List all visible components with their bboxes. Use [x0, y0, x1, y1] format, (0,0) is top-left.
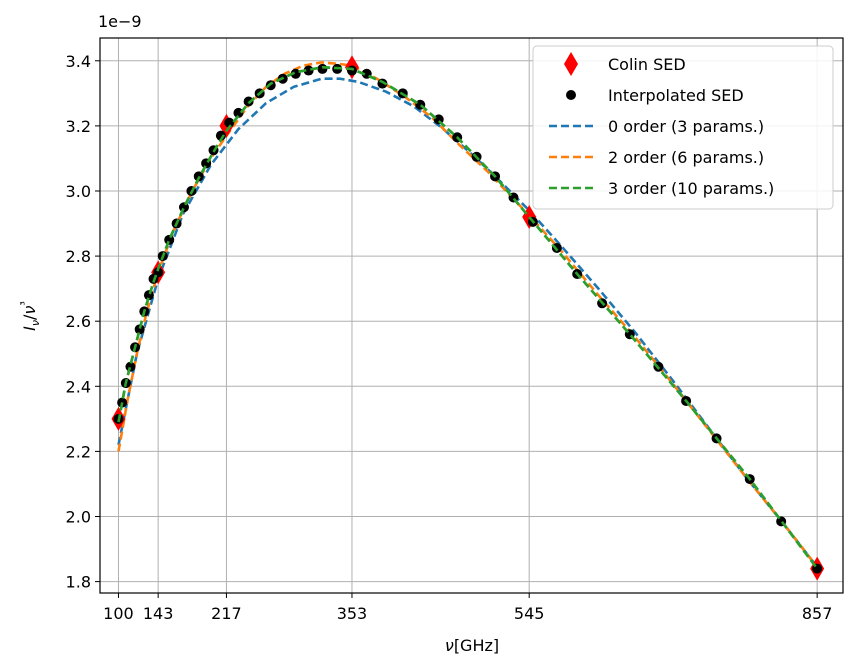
legend-label: 0 order (3 params.) — [608, 117, 764, 136]
y-tick-label: 3.2 — [66, 117, 91, 136]
interpolated-sed-point — [178, 202, 189, 213]
plot-frame — [99, 37, 844, 594]
interpolated-sed-point — [134, 324, 145, 335]
legend-label: Colin SED — [608, 55, 686, 74]
interpolated-sed-point — [290, 68, 301, 79]
interpolated-sed-point — [224, 117, 235, 128]
legend-label: Interpolated SED — [608, 86, 744, 105]
legend-item-colin-sed: Colin SED — [564, 52, 686, 76]
y-offset-text: 1e−9 — [98, 12, 142, 31]
y-axis-ticks: 1.8 2.0 2.2 2.4 2.6 2.8 3.0 3.2 3.4 — [66, 52, 100, 592]
legend-item-0-order-3-params: 0 order (3 params.) — [549, 117, 764, 136]
y-tick-label: 2.0 — [66, 508, 91, 527]
interpolated-sed-point — [303, 65, 314, 76]
legend-item-2-order-6-params: 2 order (6 params.) — [549, 148, 764, 167]
y-tick-label: 2.4 — [66, 377, 91, 396]
interpolated-sed-point — [233, 107, 244, 118]
legend-label: 2 order (6 params.) — [608, 148, 764, 167]
sed-markers — [111, 55, 825, 581]
line-overlay-3-order-10-params — [117, 65, 819, 570]
legend: Colin SED Interpolated SED 0 order (3 para… — [532, 45, 834, 210]
y-tick-label: 3.0 — [66, 182, 91, 201]
legend-item-3-order-10-params: 3 order (10 params.) — [549, 179, 774, 198]
legend-swatch — [564, 52, 578, 76]
y-axis-label: Iν/ν³ — [18, 301, 42, 331]
y-tick-label: 2.6 — [66, 312, 91, 331]
legend-label: 3 order (10 params.) — [608, 179, 774, 198]
legend-swatch — [566, 90, 576, 100]
x-axis-label: ν[GHz] — [445, 636, 499, 655]
x-tick-label: 857 — [802, 604, 833, 623]
y-tick-label: 1.8 — [66, 573, 91, 592]
x-tick-label: 217 — [211, 604, 242, 623]
x-tick-label: 353 — [337, 604, 368, 623]
interpolated-sed-point — [346, 65, 357, 76]
y-tick-label: 3.4 — [66, 52, 91, 71]
line-0-order-3-params — [117, 77, 819, 568]
legend-item-interpolated-sed: Interpolated SED — [566, 86, 744, 105]
interpolated-sed-point — [317, 63, 328, 74]
legend-box — [532, 45, 834, 210]
y-tick-label: 2.8 — [66, 247, 91, 266]
plot-series — [111, 55, 825, 581]
x-tick-label: 545 — [514, 604, 545, 623]
y-tick-label: 2.2 — [66, 442, 91, 461]
interpolated-sed-point — [125, 361, 136, 372]
x-tick-label: 143 — [143, 604, 174, 623]
x-tick-label: 100 — [103, 604, 134, 623]
x-axis-ticks: 100 143 217 353 545 857 — [103, 593, 832, 623]
